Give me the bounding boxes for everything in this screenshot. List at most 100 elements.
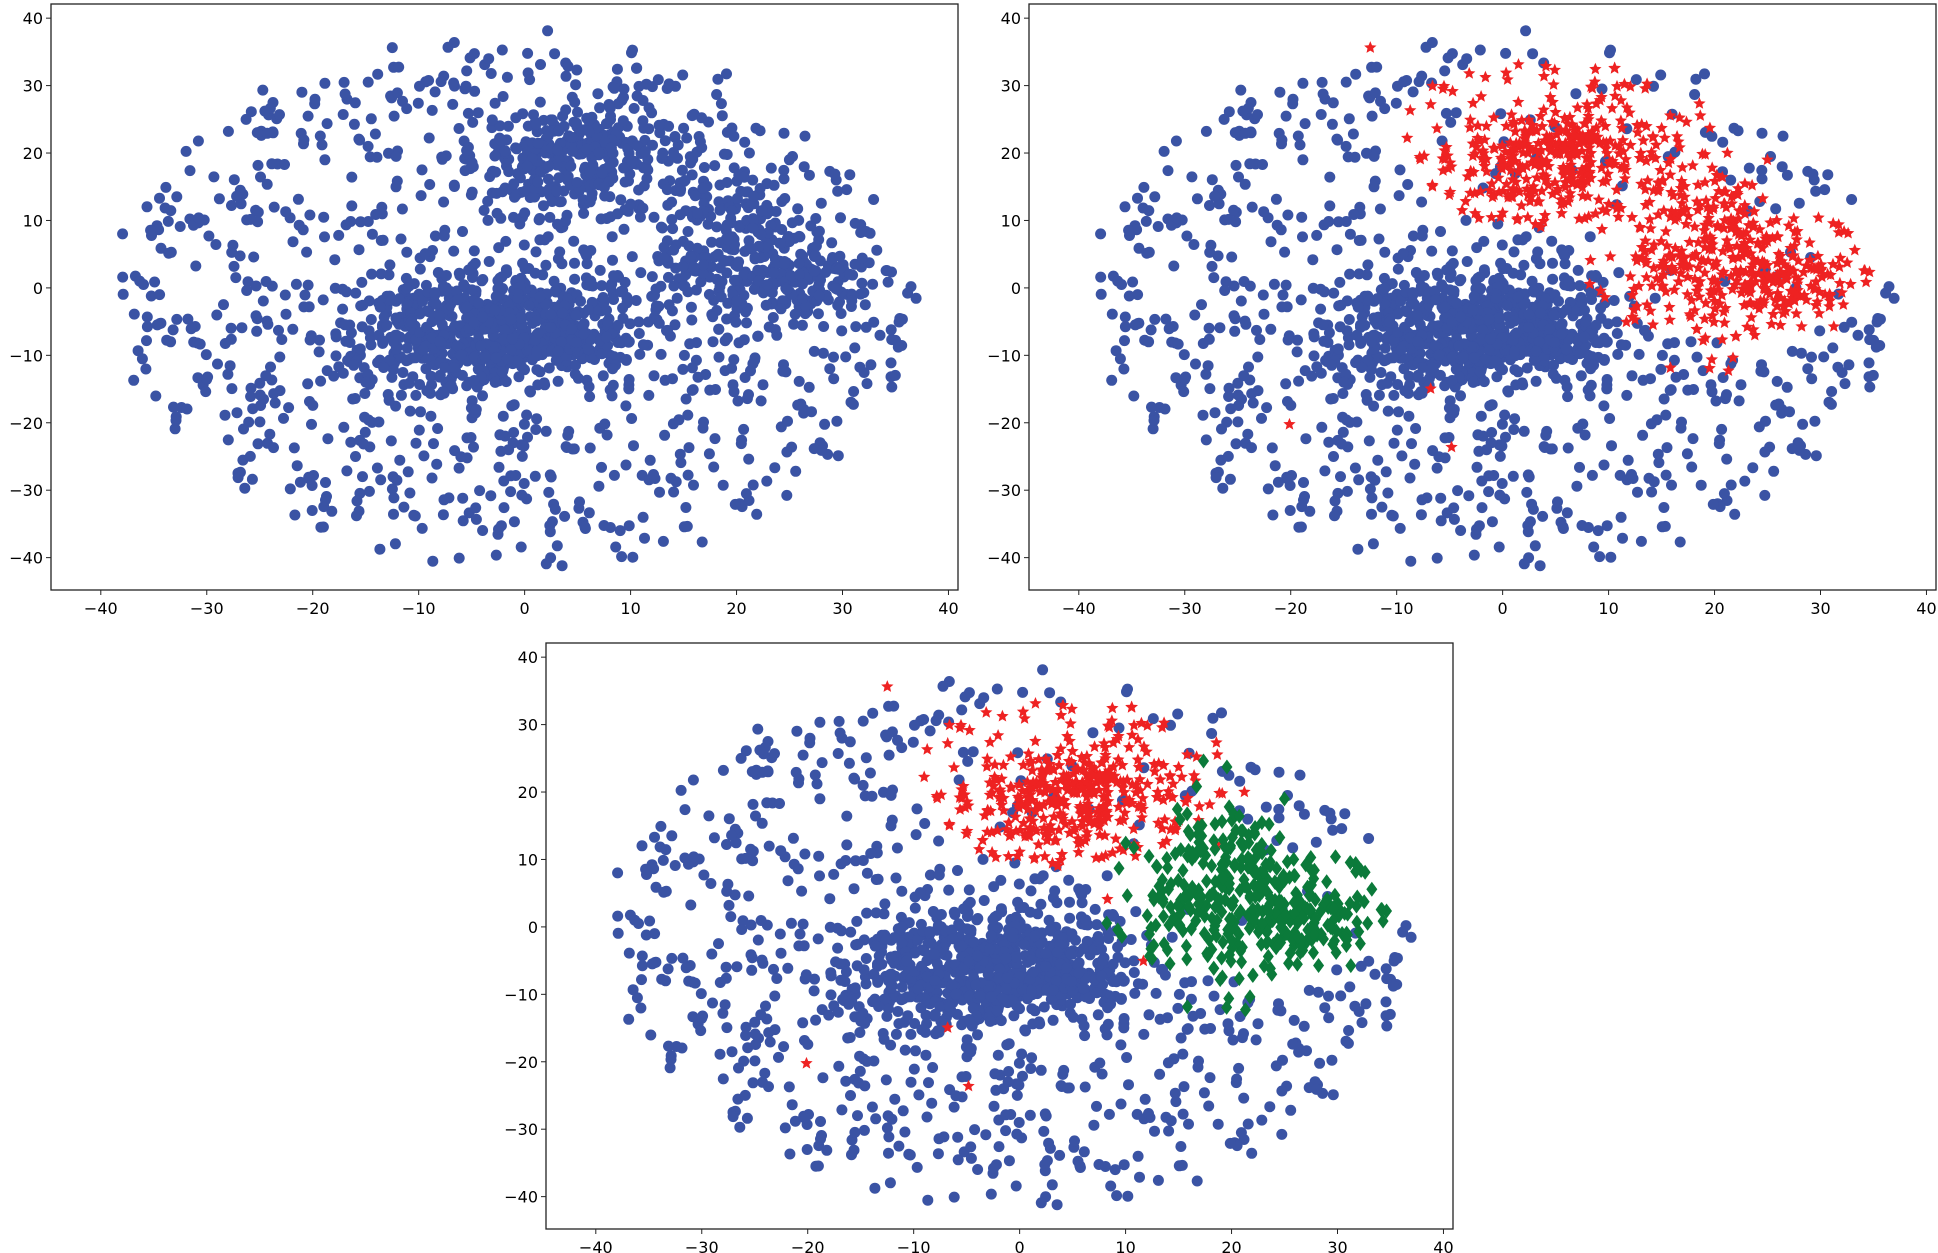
data-point-circle <box>1575 292 1587 303</box>
data-point-star <box>1693 290 1706 303</box>
data-point-circle <box>1316 76 1328 88</box>
data-point-circle <box>1292 130 1304 142</box>
data-point-circle <box>391 87 403 99</box>
data-point-circle <box>1572 264 1584 276</box>
data-point-star <box>1674 181 1687 194</box>
data-point-circle <box>678 349 690 361</box>
data-point-circle <box>592 88 604 100</box>
data-point-circle <box>265 361 276 373</box>
data-point-circle <box>1297 231 1308 243</box>
data-point-circle <box>534 366 546 378</box>
data-point-circle <box>1356 362 1368 373</box>
data-point-circle <box>468 48 480 60</box>
data-point-circle <box>338 76 350 88</box>
data-point-circle <box>810 1014 822 1026</box>
data-point-circle <box>326 505 338 517</box>
data-point-circle <box>1382 405 1394 417</box>
data-point-star <box>1487 111 1500 123</box>
data-point-star <box>1652 182 1665 195</box>
data-point-circle <box>739 136 751 148</box>
data-point-star <box>1791 289 1804 301</box>
data-point-circle <box>1435 226 1446 237</box>
data-point-star <box>1670 130 1684 142</box>
data-point-circle <box>1250 1034 1262 1046</box>
data-point-circle <box>850 321 862 333</box>
data-point-circle <box>583 125 595 137</box>
data-point-star <box>1675 258 1688 271</box>
data-point-circle <box>531 346 542 358</box>
data-point-star <box>1581 175 1594 187</box>
data-point-circle <box>492 275 504 287</box>
data-point-circle <box>841 839 853 851</box>
y-tick-label: 40 <box>1001 9 1021 28</box>
data-point-circle <box>1695 479 1707 491</box>
data-point-circle <box>755 395 767 407</box>
data-point-star <box>1841 256 1854 268</box>
axes-frame <box>50 3 959 591</box>
data-point-circle <box>1355 335 1367 347</box>
data-point-circle <box>1706 130 1718 142</box>
data-point-star <box>1664 168 1677 181</box>
data-point-circle <box>457 226 468 237</box>
data-point-circle <box>637 115 649 127</box>
data-point-circle <box>306 418 317 430</box>
data-point-circle <box>657 147 669 159</box>
data-point-star <box>1506 182 1520 194</box>
data-point-circle <box>832 185 844 197</box>
data-point-circle <box>477 311 489 323</box>
data-point-circle <box>518 478 530 489</box>
data-point-circle <box>902 287 914 299</box>
data-point-circle <box>633 184 645 196</box>
data-point-circle <box>1223 382 1235 394</box>
data-point-circle <box>927 1062 939 1073</box>
data-point-circle <box>1318 286 1330 298</box>
data-point-circle <box>208 171 220 183</box>
data-point-circle <box>1315 303 1327 315</box>
data-point-circle <box>743 453 755 465</box>
data-point-circle <box>461 145 473 156</box>
data-point-circle <box>136 353 148 365</box>
data-point-circle <box>280 206 292 218</box>
data-point-circle <box>493 461 505 473</box>
data-point-circle <box>222 125 234 137</box>
data-point-circle <box>1393 406 1404 418</box>
data-point-circle <box>634 211 646 223</box>
data-point-circle <box>278 412 289 424</box>
data-point-star <box>1826 257 1840 270</box>
data-point-circle <box>1395 344 1407 356</box>
data-point-circle <box>540 425 552 437</box>
data-point-circle <box>1218 113 1230 125</box>
data-point-circle <box>579 521 591 533</box>
data-point-star <box>1738 298 1751 311</box>
data-point-star <box>1528 184 1541 197</box>
y-tick-label: 20 <box>23 144 43 163</box>
data-point-star <box>1473 134 1486 147</box>
data-point-circle <box>728 130 740 142</box>
data-point-circle <box>469 257 481 269</box>
data-point-star <box>1512 58 1525 70</box>
data-point-circle <box>1344 228 1356 240</box>
data-point-circle <box>828 373 840 385</box>
data-point-circle <box>540 298 552 310</box>
data-point-star <box>1444 185 1457 198</box>
data-point-circle <box>475 340 487 352</box>
data-point-circle <box>1688 384 1699 395</box>
data-point-star <box>1472 211 1485 224</box>
data-point-circle <box>1334 321 1346 333</box>
data-point-circle <box>1143 205 1155 217</box>
data-point-circle <box>1452 485 1464 497</box>
data-point-star <box>1459 194 1472 207</box>
data-point-circle <box>429 287 441 299</box>
data-point-circle <box>1457 351 1469 363</box>
data-point-circle <box>848 386 860 397</box>
data-point-circle <box>1111 1190 1123 1202</box>
x-tick-label: 30 <box>1810 599 1830 618</box>
data-point-circle <box>489 150 501 162</box>
data-point-star <box>1445 440 1458 453</box>
data-point-circle <box>1258 206 1270 218</box>
data-point-circle <box>681 520 693 532</box>
data-point-circle <box>527 191 539 203</box>
data-point-circle <box>1399 385 1411 397</box>
data-point-circle <box>815 444 827 456</box>
data-point-circle <box>583 304 594 315</box>
